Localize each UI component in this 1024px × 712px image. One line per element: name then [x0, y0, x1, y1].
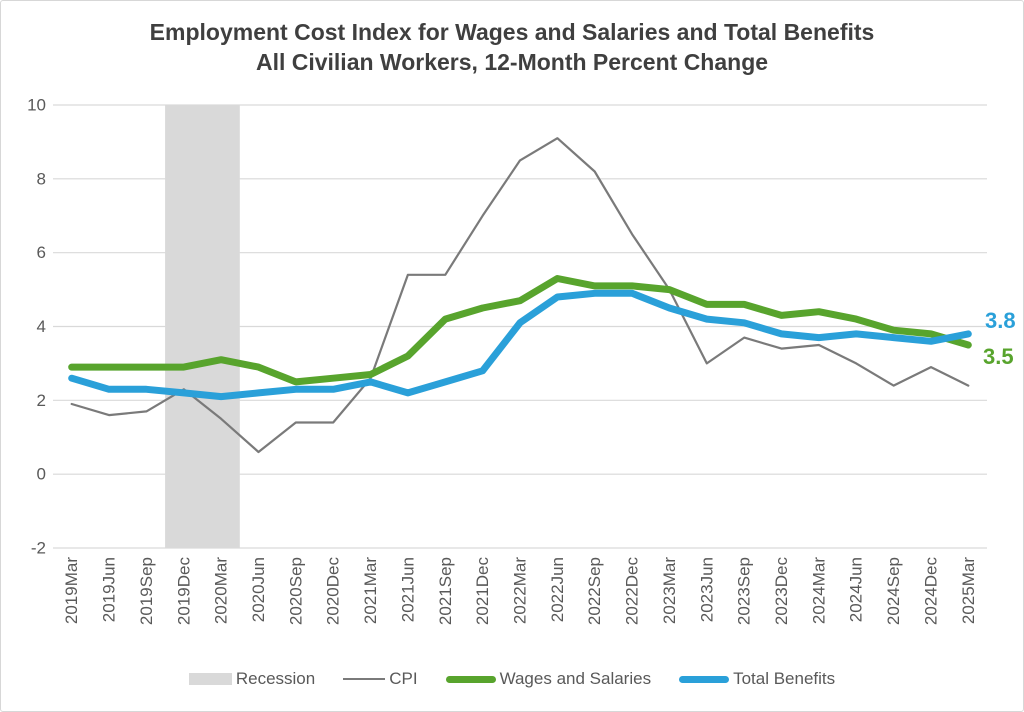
x-axis-label: 2023Sep [735, 557, 754, 625]
legend-label-wages: Wages and Salaries [499, 669, 652, 688]
x-axis-label: 2020Sep [286, 557, 305, 625]
x-axis-label: 2023Jun [697, 557, 716, 622]
x-axis-label: 2019Dec [174, 557, 193, 626]
x-axis-label: 2021Mar [361, 557, 380, 624]
x-axis-label: 2019Mar [62, 557, 81, 624]
x-axis-label: 2024Jun [847, 557, 866, 622]
y-tick-label: 8 [37, 169, 46, 188]
y-tick-label: -2 [31, 539, 46, 558]
y-tick-label: 2 [37, 391, 46, 410]
x-axis-label: 2021Dec [473, 557, 492, 626]
series-line-cpi [70, 137, 970, 454]
x-axis-label: 2022Dec [623, 557, 642, 626]
x-axis-label: 2020Jun [249, 557, 268, 622]
x-axis-label: 2019Sep [137, 557, 156, 625]
cpi-line-swatch [343, 678, 386, 680]
legend-item-recession: Recession [188, 669, 316, 689]
x-axis-label: 2024Mar [809, 557, 828, 624]
x-axis-label: 2024Dec [921, 557, 940, 626]
chart-subtitle: All Civilian Workers, 12-Month Percent C… [255, 49, 769, 75]
x-axis-label: 2025Mar [959, 557, 978, 624]
legend-item-wages: Wages and Salaries [445, 669, 652, 689]
recession-swatch [188, 673, 232, 685]
y-tick-label: 10 [27, 96, 46, 115]
chart-title: Employment Cost Index for Wages and Sala… [149, 19, 875, 45]
y-tick-label: 0 [37, 465, 46, 484]
benefits-line-swatch [679, 675, 730, 683]
x-axis-label: 2020Mar [212, 557, 231, 624]
y-tick-label: 4 [37, 317, 46, 336]
end-label-total-benefits: 3.8 [985, 308, 1016, 333]
x-axis-label: 2022Sep [585, 557, 604, 625]
series-line-total-benefits [68, 289, 972, 401]
x-axis-label: 2022Mar [511, 557, 530, 624]
x-axis-label: 2021Jun [398, 557, 417, 622]
legend-label-benefits: Total Benefits [733, 669, 836, 688]
series-line-wages-and-salaries [68, 275, 972, 386]
end-label-wages-and-salaries: 3.5 [983, 344, 1014, 369]
legend-item-benefits: Total Benefits [679, 669, 835, 689]
chart-title-block: Employment Cost Index for Wages and Sala… [1, 17, 1023, 77]
x-axis-label: 2021Sep [436, 557, 455, 625]
legend-label-recession: Recession [235, 669, 316, 688]
legend-item-cpi: CPI [343, 669, 418, 689]
x-axis-label: 2022Jun [548, 557, 567, 622]
x-axis-label: 2023Mar [660, 557, 679, 624]
x-axis-label: 2020Dec [324, 557, 343, 626]
legend: Recession CPI Wages and Salaries Total B… [1, 666, 1023, 692]
x-axis-label: 2019Jun [100, 557, 119, 622]
x-axis-label: 2023Dec [772, 557, 791, 626]
y-tick-label: 6 [37, 243, 46, 262]
x-axis-label: 2024Sep [884, 557, 903, 625]
legend-label-cpi: CPI [389, 669, 418, 688]
wages-line-swatch [445, 675, 496, 683]
